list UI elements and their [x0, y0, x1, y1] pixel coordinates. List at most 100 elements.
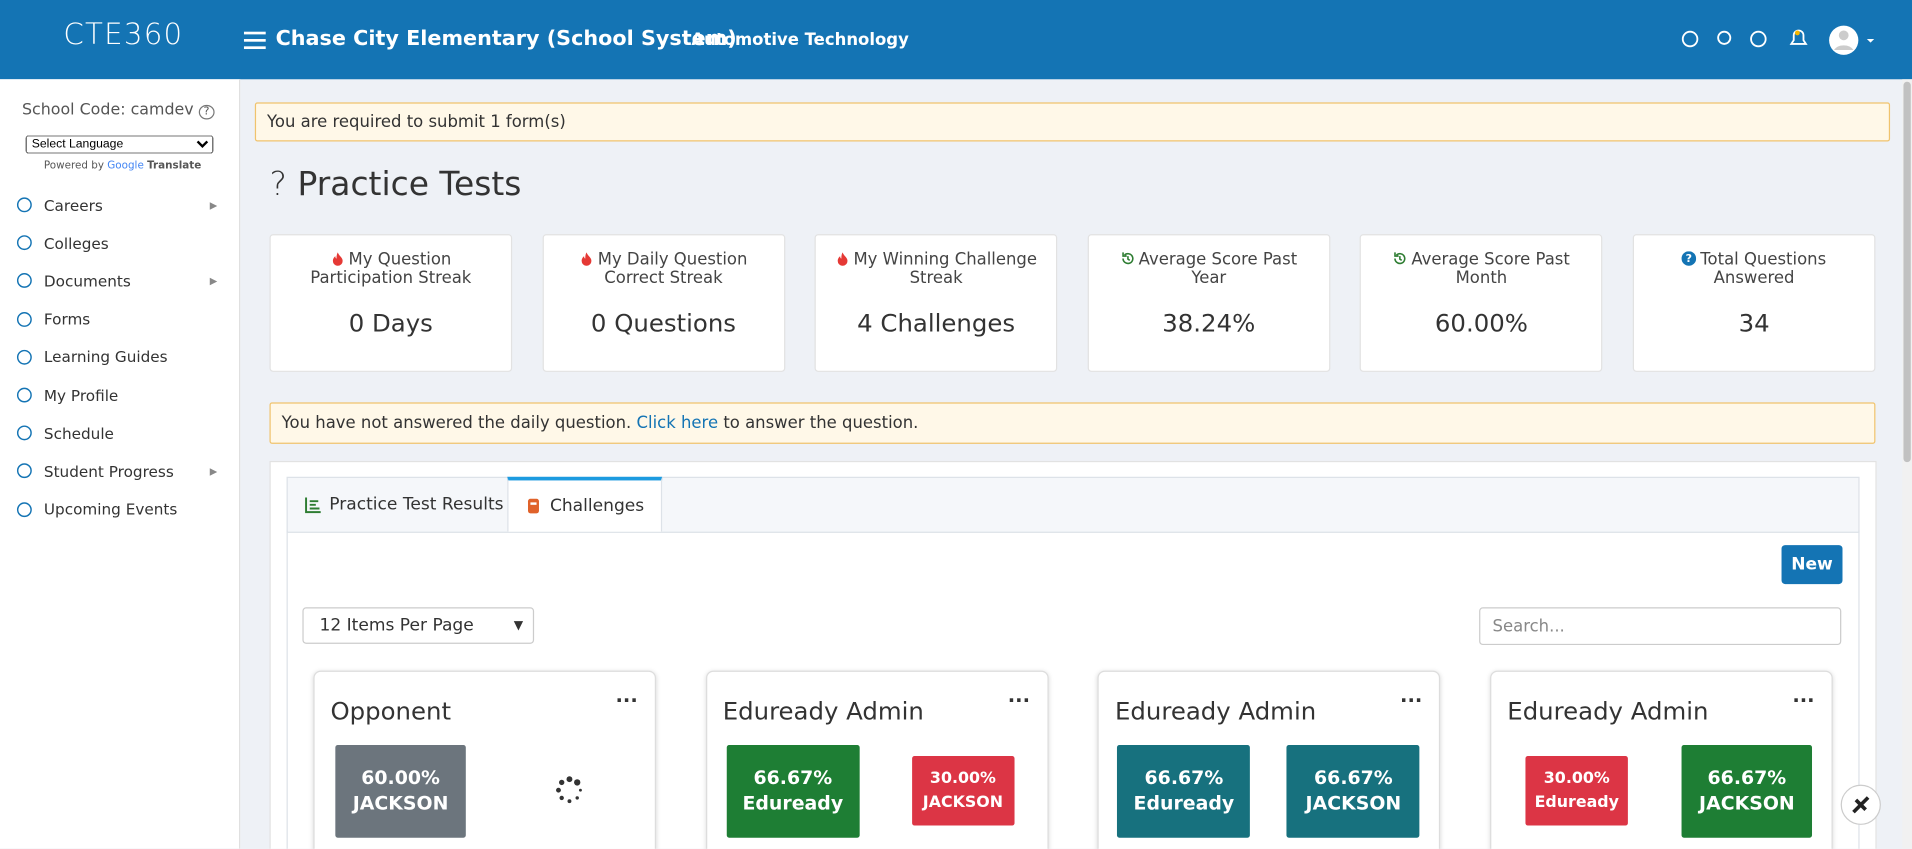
form-alert: You are required to submit 1 form(s): [254, 102, 1891, 142]
per-page-text[interactable]: 12 Items Per Page: [319, 615, 474, 636]
score-name: JACKSON: [922, 793, 1004, 812]
stat-label-wrap: My Question Participation Streak: [288, 251, 494, 288]
stat-value: 0 Days: [348, 308, 433, 338]
card-title: Eduready Admin: [722, 696, 924, 726]
nav-icon: [16, 425, 32, 441]
tab-content: [286, 530, 1860, 849]
svg-text:?: ?: [1686, 252, 1692, 265]
school-code: School Code: camdev ?: [22, 101, 215, 120]
menu-button[interactable]: [243, 30, 266, 50]
loading-spinner: [554, 774, 586, 811]
nav-item[interactable]: Upcoming Events: [15, 499, 178, 519]
nav-item[interactable]: Documents: [15, 271, 131, 291]
powered-by: Powered by Google Translate: [44, 160, 201, 172]
stat-label-wrap: Average Score Past Year: [1106, 251, 1312, 288]
score-box: 66.67% JACKSON: [1286, 745, 1420, 838]
nav-item[interactable]: Schedule: [15, 423, 114, 443]
nav-item[interactable]: Forms: [15, 309, 91, 329]
nav-label[interactable]: Documents: [43, 271, 131, 291]
sidebar: School Code: camdev ? Select Language Po…: [0, 79, 241, 849]
per-page-select[interactable]: 12 Items Per Page ▼: [302, 607, 535, 644]
logo[interactable]: CTE360: [63, 17, 184, 52]
nav-label[interactable]: Careers: [43, 195, 103, 215]
nav-label[interactable]: My Profile: [43, 385, 119, 405]
program-name[interactable]: Automotive Technology: [691, 30, 909, 50]
stat-icon: [1394, 252, 1406, 265]
stat-label-wrap: Average Score Past Month: [1378, 251, 1584, 288]
alert-text: to answer the question.: [723, 413, 919, 433]
score-box: 60.00% JACKSON: [335, 745, 466, 838]
card-menu[interactable]: ···: [1792, 688, 1815, 713]
answer-link[interactable]: Click here: [636, 413, 719, 433]
stat-value: 34: [1738, 308, 1770, 338]
score-value: 30.00%: [1543, 768, 1610, 788]
challenge-card[interactable]: Eduready Admin ··· 66.67% Eduready 66.67% JAC…: [1097, 670, 1441, 849]
nav-label[interactable]: Upcoming Events: [43, 500, 178, 519]
stat-value: 4 Challenges: [857, 308, 1016, 338]
tab-label[interactable]: Challenges: [549, 496, 645, 516]
challenge-card[interactable]: Eduready Admin ··· 30.00% Eduready 66.67% JAC…: [1490, 670, 1833, 849]
nav-label[interactable]: Forms: [43, 309, 91, 329]
nav-arrow[interactable]: ▶: [209, 199, 218, 211]
nav-item[interactable]: Careers: [15, 195, 103, 215]
nav-label[interactable]: Schedule: [43, 423, 114, 443]
powered-text: Powered by: [43, 159, 104, 172]
score-box: 66.67% Eduready: [1117, 745, 1251, 838]
nav-label[interactable]: Student Progress: [43, 462, 174, 481]
nav-label[interactable]: Learning Guides: [43, 347, 168, 367]
translate[interactable]: Translate: [147, 159, 202, 172]
nav-icon: [16, 273, 32, 289]
challenge-card[interactable]: Eduready Admin ··· 66.67% Eduready 30.00% JAC…: [705, 670, 1049, 849]
new-button[interactable]: New: [1781, 545, 1843, 585]
nav-arrow[interactable]: ▶: [209, 466, 218, 478]
score-name: Eduready: [1534, 793, 1619, 812]
stat-label: Total Questions Answered: [1700, 249, 1827, 288]
google: Google: [107, 159, 144, 172]
help-fab[interactable]: [1840, 784, 1881, 825]
school-name: Chase City Elementary (School System): [275, 26, 737, 52]
nav-item[interactable]: Colleges: [15, 233, 109, 253]
nav-item[interactable]: Student Progress: [15, 461, 174, 481]
stat-icon: [837, 252, 848, 266]
card-menu[interactable]: ···: [1007, 688, 1031, 713]
score-box: 30.00% JACKSON: [911, 756, 1015, 826]
stat-label-wrap: My Daily Question Correct Streak: [560, 251, 766, 288]
score-value: 60.00%: [361, 766, 440, 789]
daily-alert: You have not answered the daily question…: [269, 402, 1876, 444]
tab-active[interactable]: Challenges: [507, 476, 663, 532]
score-name: JACKSON: [352, 792, 449, 815]
language-select[interactable]: Select Language: [25, 135, 214, 154]
nav-item[interactable]: Learning Guides: [15, 347, 168, 367]
score-value: 66.67%: [1707, 766, 1787, 789]
challenge-card[interactable]: Opponent ··· 60.00% JACKSON: [313, 670, 657, 849]
nav-item[interactable]: My Profile: [15, 385, 119, 405]
stat-label-wrap: My Winning Challenge Streak: [833, 251, 1039, 288]
tab-label[interactable]: Practice Test Results: [329, 495, 504, 515]
stat-value: 0 Questions: [590, 308, 736, 338]
stat-icon: ?: [1681, 251, 1697, 266]
score-box: 30.00% Eduready: [1525, 756, 1628, 826]
title-text: Practice Tests: [297, 165, 522, 204]
stat-label: My Winning Challenge Streak: [853, 249, 1038, 288]
nav-label[interactable]: Colleges: [43, 233, 109, 253]
card-title: Opponent: [330, 696, 452, 726]
header-icons[interactable]: [1677, 22, 1884, 59]
score-value: 66.67%: [753, 766, 833, 789]
scroll-thumb[interactable]: [1903, 81, 1911, 463]
card-menu[interactable]: ···: [615, 688, 638, 713]
nav-icon: [16, 349, 32, 365]
stat-icon: [1122, 252, 1134, 265]
card-title: Eduready Admin: [1507, 696, 1709, 726]
stat-label: My Question Participation Streak: [310, 249, 472, 288]
nav-icon: [16, 463, 32, 479]
stat-label: Average Score Past Month: [1411, 249, 1570, 288]
score-name: JACKSON: [1305, 792, 1402, 815]
search-input[interactable]: Search...: [1479, 607, 1842, 646]
stat-card: Average Score Past Year 38.24%: [1087, 234, 1331, 372]
tab[interactable]: Practice Test Results: [288, 478, 521, 532]
card-menu[interactable]: ···: [1400, 688, 1423, 713]
score-box: 66.67% Eduready: [726, 745, 860, 838]
nav-arrow[interactable]: ▶: [209, 276, 218, 288]
